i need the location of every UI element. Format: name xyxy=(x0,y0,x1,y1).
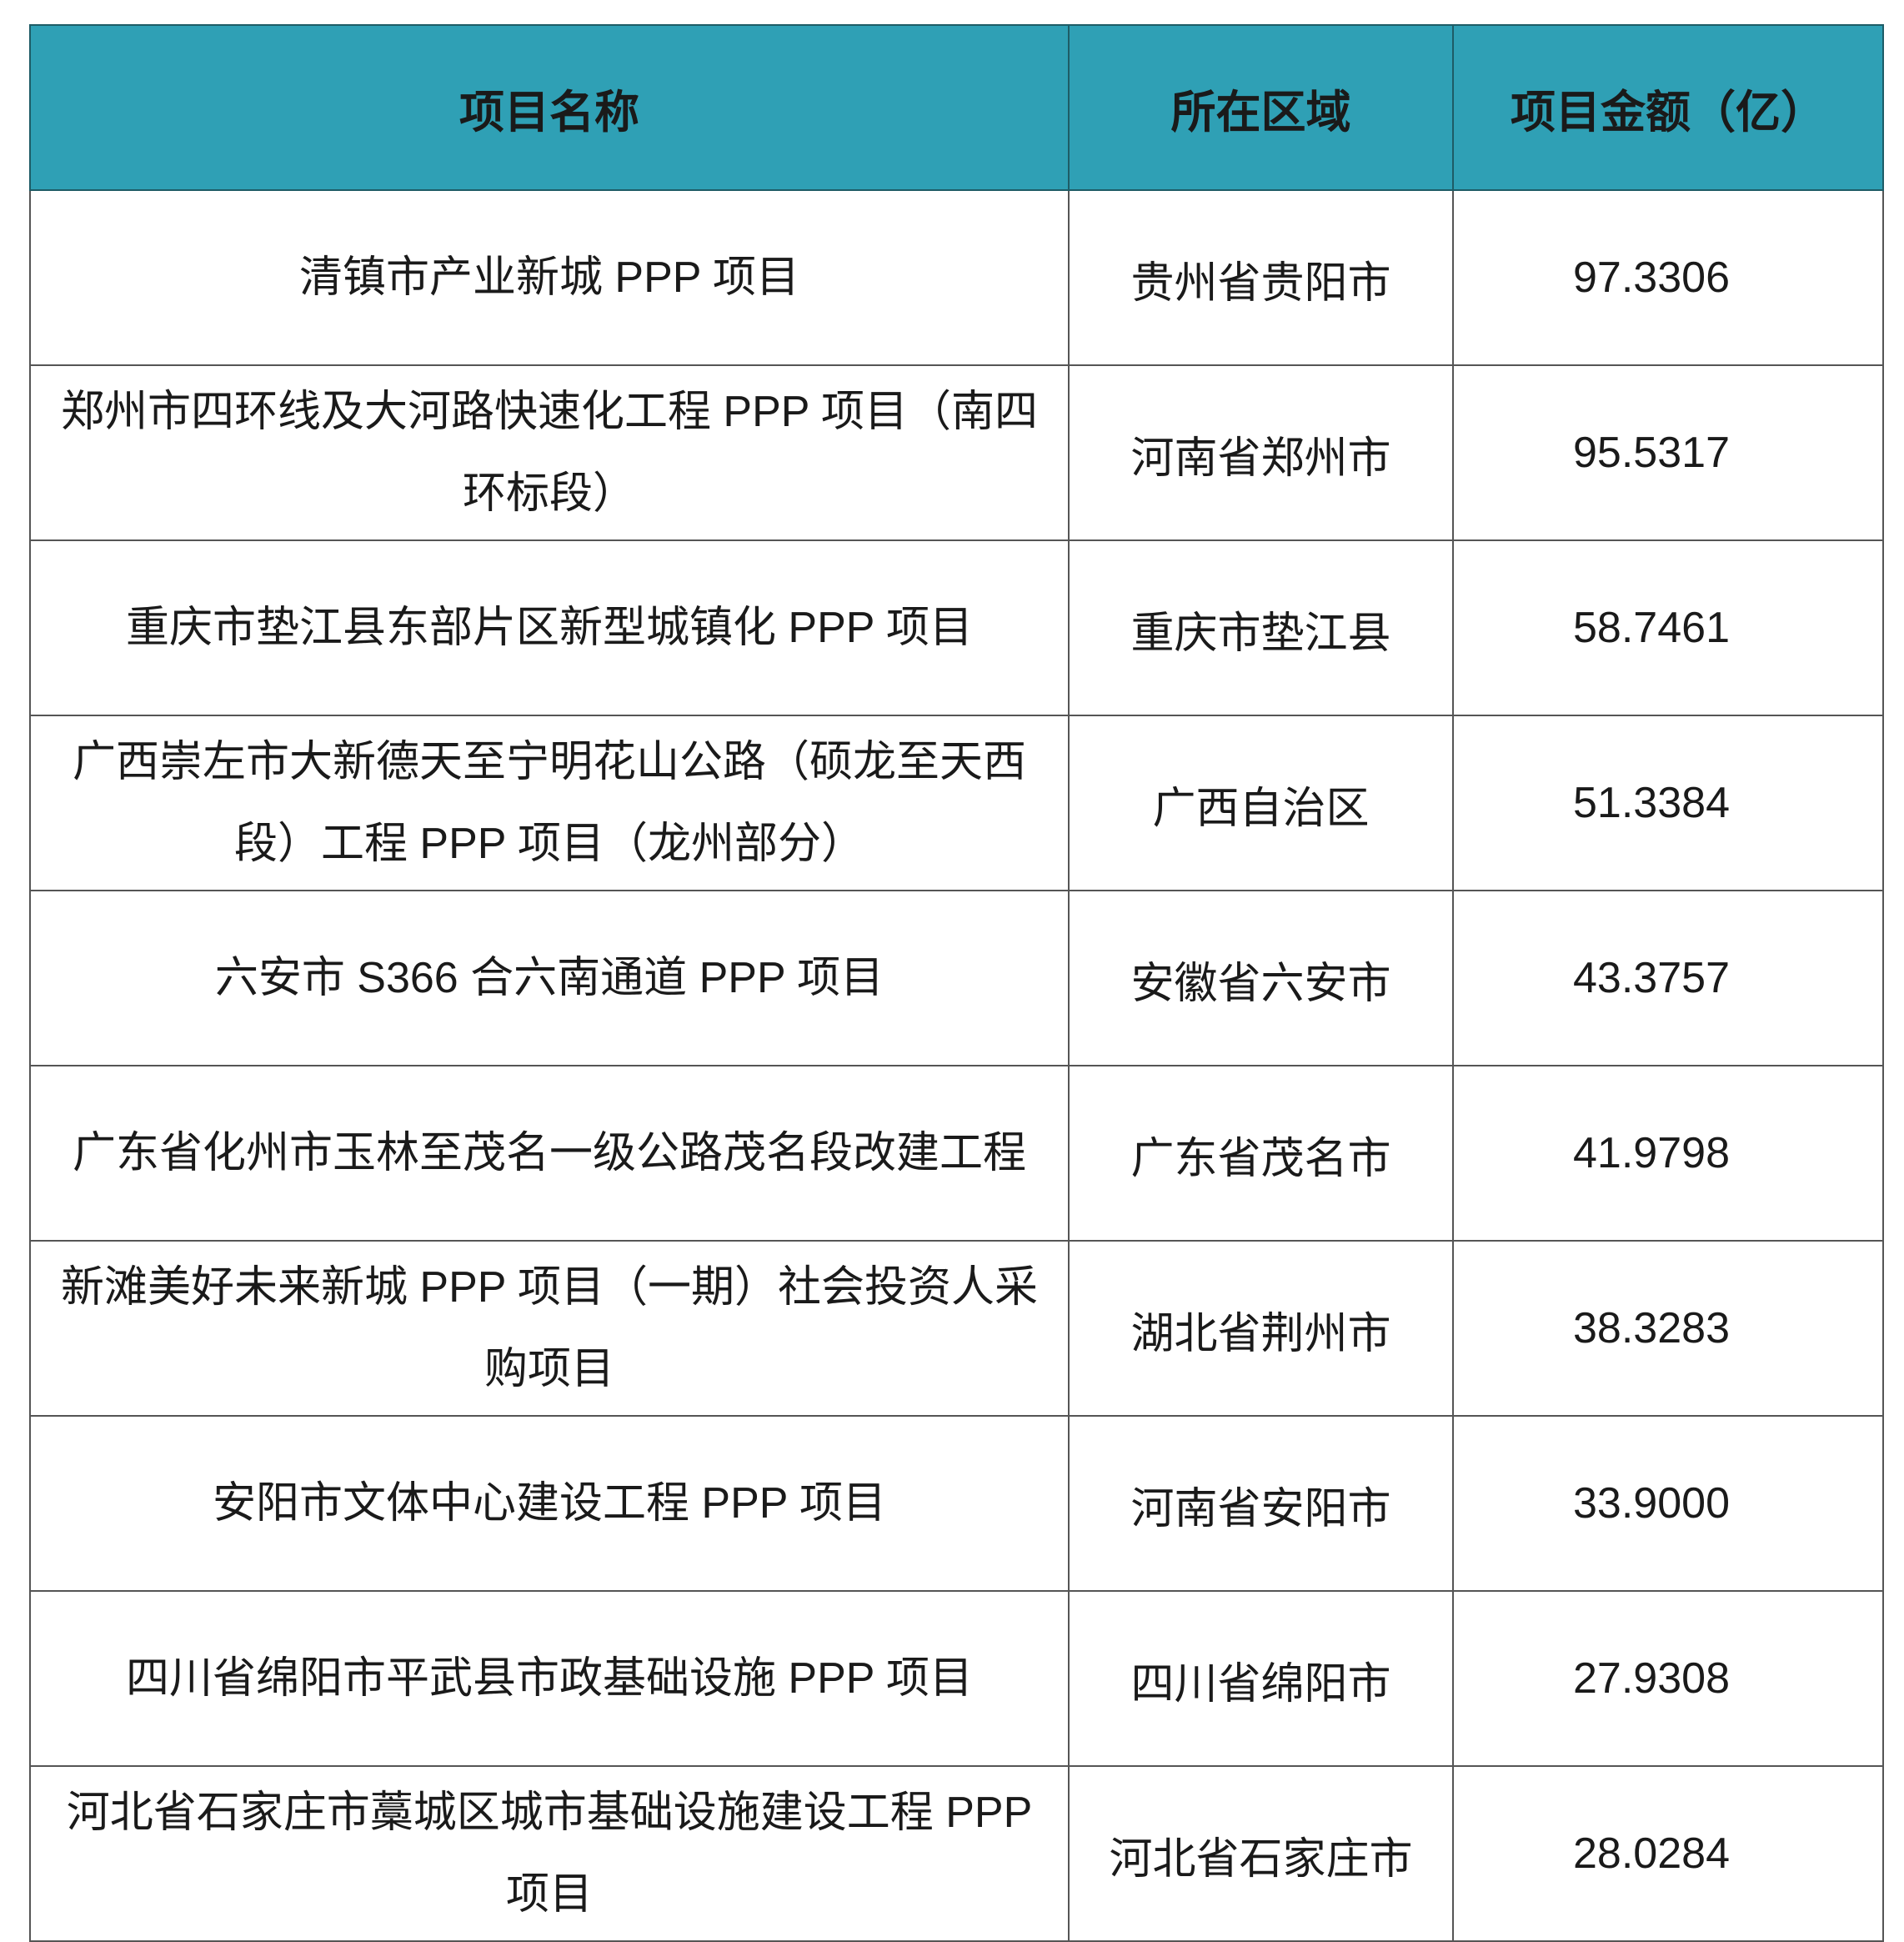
amount-cell: 28.0284 xyxy=(1452,1765,1884,1942)
table-row: 河北省石家庄市藁城区城市基础设施建设工程 PPP 项目 河北省石家庄市 28.028… xyxy=(29,1765,1884,1942)
project-name-cell: 新滩美好未来新城 PPP 项目（一期）社会投资人采购项目 xyxy=(29,1240,1070,1417)
project-name-cell: 重庆市垫江县东部片区新型城镇化 PPP 项目 xyxy=(29,539,1070,716)
table-row: 四川省绵阳市平武县市政基础设施 PPP 项目 四川省绵阳市 27.9308 xyxy=(29,1590,1884,1767)
project-name-cell: 郑州市四环线及大河路快速化工程 PPP 项目（南四环标段） xyxy=(29,364,1070,541)
ppp-projects-table: 项目名称 所在区域 项目金额（亿） 清镇市产业新城 PPP 项目 贵州省贵阳市 97… xyxy=(29,24,1884,1942)
header-amount: 项目金额（亿） xyxy=(1452,24,1884,191)
project-name-cell: 六安市 S366 合六南通道 PPP 项目 xyxy=(29,890,1070,1066)
region-cell: 贵州省贵阳市 xyxy=(1068,189,1454,366)
header-region: 所在区域 xyxy=(1068,24,1454,191)
table-row: 安阳市文体中心建设工程 PPP 项目 河南省安阳市 33.9000 xyxy=(29,1415,1884,1592)
amount-cell: 38.3283 xyxy=(1452,1240,1884,1417)
table-row: 重庆市垫江县东部片区新型城镇化 PPP 项目 重庆市垫江县 58.7461 xyxy=(29,539,1884,716)
table-row: 广西崇左市大新德天至宁明花山公路（硕龙至天西段）工程 PPP 项目（龙州部分）广… xyxy=(29,715,1884,891)
amount-cell: 95.5317 xyxy=(1452,364,1884,541)
table-row: 六安市 S366 合六南通道 PPP 项目 安徽省六安市 43.3757 xyxy=(29,890,1884,1066)
project-name-cell: 安阳市文体中心建设工程 PPP 项目 xyxy=(29,1415,1070,1592)
region-cell: 湖北省荆州市 xyxy=(1068,1240,1454,1417)
project-name-cell: 河北省石家庄市藁城区城市基础设施建设工程 PPP 项目 xyxy=(29,1765,1070,1942)
region-cell: 四川省绵阳市 xyxy=(1068,1590,1454,1767)
amount-cell: 33.9000 xyxy=(1452,1415,1884,1592)
amount-cell: 58.7461 xyxy=(1452,539,1884,716)
project-name-cell: 广东省化州市玉林至茂名一级公路茂名段改建工程 xyxy=(29,1065,1070,1242)
table-row: 广东省化州市玉林至茂名一级公路茂名段改建工程 广东省茂名市 41.9798 xyxy=(29,1065,1884,1242)
project-name-cell: 四川省绵阳市平武县市政基础设施 PPP 项目 xyxy=(29,1590,1070,1767)
amount-cell: 41.9798 xyxy=(1452,1065,1884,1242)
region-cell: 河北省石家庄市 xyxy=(1068,1765,1454,1942)
region-cell: 河南省郑州市 xyxy=(1068,364,1454,541)
header-row: 项目名称 所在区域 项目金额（亿） xyxy=(29,24,1884,191)
header-project-name: 项目名称 xyxy=(29,24,1070,191)
table-row: 清镇市产业新城 PPP 项目 贵州省贵阳市 97.3306 xyxy=(29,189,1884,366)
region-cell: 广东省茂名市 xyxy=(1068,1065,1454,1242)
project-name-cell: 清镇市产业新城 PPP 项目 xyxy=(29,189,1070,366)
amount-cell: 27.9308 xyxy=(1452,1590,1884,1767)
amount-cell: 51.3384 xyxy=(1452,715,1884,891)
region-cell: 广西自治区 xyxy=(1068,715,1454,891)
project-name-cell: 广西崇左市大新德天至宁明花山公路（硕龙至天西段）工程 PPP 项目（龙州部分） xyxy=(29,715,1070,891)
region-cell: 重庆市垫江县 xyxy=(1068,539,1454,716)
table-row: 郑州市四环线及大河路快速化工程 PPP 项目（南四环标段） 河南省郑州市 95.53… xyxy=(29,364,1884,541)
table-body: 清镇市产业新城 PPP 项目 贵州省贵阳市 97.3306 郑州市四环线及大河路快速化… xyxy=(29,189,1884,1942)
amount-cell: 43.3757 xyxy=(1452,890,1884,1066)
amount-cell: 97.3306 xyxy=(1452,189,1884,366)
region-cell: 河南省安阳市 xyxy=(1068,1415,1454,1592)
region-cell: 安徽省六安市 xyxy=(1068,890,1454,1066)
table-row: 新滩美好未来新城 PPP 项目（一期）社会投资人采购项目 湖北省荆州市 38.328… xyxy=(29,1240,1884,1417)
